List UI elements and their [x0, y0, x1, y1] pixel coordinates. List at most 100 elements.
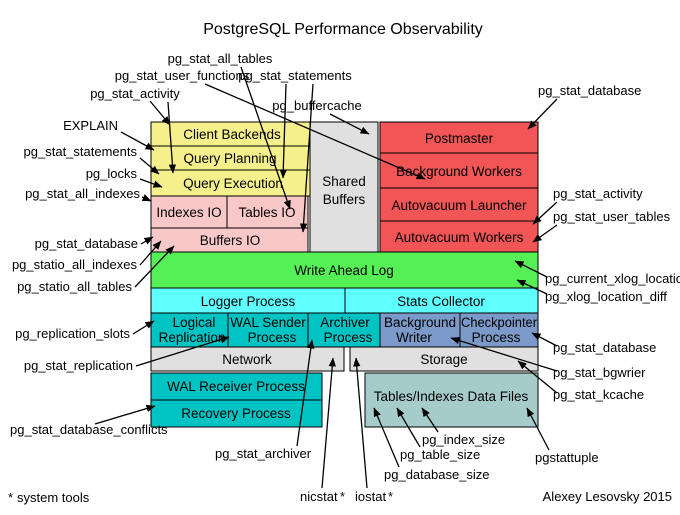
label-checkpointer-line2: Process — [472, 330, 521, 345]
arrow-pg-stat-activity-to-query-execution — [167, 101, 177, 174]
label-autovacuum-launcher: Autovacuum Launcher — [391, 198, 527, 213]
label-query-planning: Query Planning — [183, 151, 276, 166]
annotation-pg-replication-slots: pg_replication_slots — [15, 326, 130, 341]
block-recovery-process — [150, 399, 323, 428]
annotation-pg-database-size: pg_database_size — [384, 467, 490, 482]
arrow-pg-replication-slots-to-logical-replication — [132, 320, 155, 335]
arrow-explain-to-query-planning — [120, 131, 155, 151]
arrow-pg-xlog-location-diff-to-wal — [516, 279, 548, 295]
annotation-pg-stat-all-tables: pg_stat_all_tables — [168, 51, 273, 66]
arrow-pg-stat-statements-to-query-execution — [279, 83, 287, 179]
arrow-pg-stat-database-conflicts-to-recovery — [94, 404, 156, 425]
label-autovacuum-workers: Autovacuum Workers — [395, 230, 524, 245]
block-data-files — [364, 372, 539, 428]
annotation-pg-stat-database-top: pg_stat_database — [538, 83, 641, 98]
block-wal-sender-process — [227, 312, 309, 348]
label-postmaster: Postmaster — [425, 131, 494, 146]
annotation-pgstattuple: pgstattuple — [535, 450, 599, 465]
label-shared-buffers-line2: Buffers — [323, 192, 366, 207]
label-wal-receiver: WAL Receiver Process — [167, 379, 305, 394]
annotation-pg-statio-all-indexes: pg_statio_all_indexes — [12, 257, 138, 272]
system-tools-legend: system tools — [17, 490, 90, 505]
label-client-backends: Client Backends — [183, 127, 281, 142]
annotation-pg-stat-bgwrier: pg_stat_bgwrier — [553, 365, 646, 380]
arrow-iostat-to-storage — [353, 357, 368, 489]
arrow-pg-stat-activity-to-autovacuum-workers — [532, 201, 558, 225]
label-bgwriter-line2: Writer — [396, 330, 432, 345]
annotation-pg-stat-user-functions: pg_stat_user_functions — [115, 68, 250, 83]
annotation-pg-current-xlog-location: pg_current_xlog_location — [545, 271, 680, 286]
annotation-nicstat: nicstat — [300, 489, 338, 504]
annotation-pg-table-size: pg_table_size — [400, 447, 480, 462]
annotation-pg-stat-all-indexes: pg_stat_all_indexes — [25, 186, 140, 201]
arrow-pg-current-xlog-location-to-wal — [514, 260, 548, 278]
label-write-ahead-log: Write Ahead Log — [294, 263, 394, 278]
annotation-explain: EXPLAIN — [63, 118, 118, 133]
label-storage: Storage — [420, 352, 467, 367]
arrow-nicstat-to-network — [321, 357, 336, 489]
arrow-pg-table-size-to-data-files — [396, 407, 421, 448]
annotation-pg-index-size: pg_index_size — [422, 432, 505, 447]
annotation-pg-stat-replication: pg_stat_replication — [24, 358, 133, 373]
annotation-pg-stat-database-left: pg_stat_database — [35, 236, 138, 251]
annotation-pg-buffercache: pg_buffercache — [272, 98, 361, 113]
arrow-pg-stat-kcache-to-storage — [517, 360, 558, 394]
annotation-pg-stat-kcache: pg_stat_kcache — [553, 387, 644, 402]
arrow-pg-buffercache-to-shared-buffers — [329, 113, 370, 135]
annotation-pg-stat-archiver: pg_stat_archiver — [215, 446, 312, 461]
arrow-pg-stat-activity-to-client-backends — [149, 100, 171, 126]
label-stats-collector: Stats Collector — [397, 294, 485, 309]
block-background-writer — [379, 312, 461, 348]
block-wal-receiver-process — [150, 372, 323, 401]
label-shared-buffers-line1: Shared — [322, 174, 366, 189]
arrow-pg-stat-all-indexes-to-indexes-io — [141, 194, 152, 202]
label-wal-sender-line2: Process — [248, 330, 297, 345]
label-archiver-line2: Process — [324, 330, 373, 345]
annotation-pg-locks: pg_locks — [86, 166, 138, 181]
label-query-execution: Query Execution — [183, 176, 283, 191]
annotation-iostat: iostat — [355, 489, 386, 504]
annotation-pg-stat-activity-top: pg_stat_activity — [90, 86, 180, 101]
arrow-pg-stat-database-to-postmaster — [527, 98, 558, 130]
arrow-pg-stat-user-tables-to-autovacuum-workers — [532, 224, 558, 243]
arrow-pg-stat-database-to-checkpointer — [531, 332, 558, 347]
arrow-pg-stat-database-left-to-buffers-io — [140, 236, 154, 245]
label-checkpointer-line1: Checkpointer — [461, 315, 537, 330]
arrow-pg-stat-all-tables-to-tables-io — [240, 66, 291, 210]
arrow-pg-stat-statements-to-buffers-io — [299, 83, 314, 233]
arrow-pg-stat-user-functions-to-query-execution — [204, 83, 426, 180]
label-wal-sender-line1: WAL Sender — [230, 315, 306, 330]
block-storage — [349, 346, 539, 372]
system-tools-star: * — [8, 490, 13, 505]
arrow-pg-statio-all-indexes-to-buffers-io — [139, 240, 162, 266]
label-logical-replication-line1: Logical — [173, 315, 216, 330]
arrow-pg-index-size-to-data-files — [421, 407, 439, 433]
label-indexes-io: Indexes IO — [156, 205, 221, 220]
block-autovacuum-launcher — [379, 187, 539, 222]
label-buffers-io: Buffers IO — [200, 233, 261, 248]
block-postmaster — [379, 121, 539, 154]
block-archiver-process — [307, 312, 381, 348]
annotation-pg-stat-user-tables: pg_stat_user_tables — [553, 209, 671, 224]
annotation-pg-stat-activity-right: pg_stat_activity — [553, 186, 643, 201]
label-bgwriter-line1: Background — [384, 315, 456, 330]
label-logger-process: Logger Process — [201, 294, 296, 309]
annotation-pg-statio-all-tables: pg_statio_all_tables — [17, 279, 132, 294]
annotation-pg-xlog-location-diff: pg_xlog_location_diff — [545, 289, 667, 304]
label-archiver-line1: Archiver — [320, 315, 370, 330]
block-stats-collector — [344, 287, 539, 314]
credit-text: Alexey Lesovsky 2015 — [543, 489, 672, 504]
page-title: PostgreSQL Performance Observability — [203, 21, 483, 38]
label-network: Network — [222, 352, 272, 367]
arrow-pgstattuple-to-data-files — [526, 407, 550, 451]
label-tables-io: Tables IO — [238, 205, 295, 220]
block-checkpointer-process — [459, 312, 539, 348]
annotation-pg-stat-database-conflicts: pg_stat_database_conflicts — [10, 422, 168, 437]
annotation-pg-stat-statements-left: pg_stat_statements — [24, 144, 138, 159]
block-client-backends — [150, 121, 311, 147]
arrow-pg-statio-all-tables-to-buffers-io — [134, 245, 175, 288]
annotation-pg-stat-statements-top: pg_stat_statements — [238, 68, 352, 83]
arrow-pg-database-size-to-data-files — [373, 407, 400, 468]
annotation-iostat-star: * — [388, 489, 393, 504]
